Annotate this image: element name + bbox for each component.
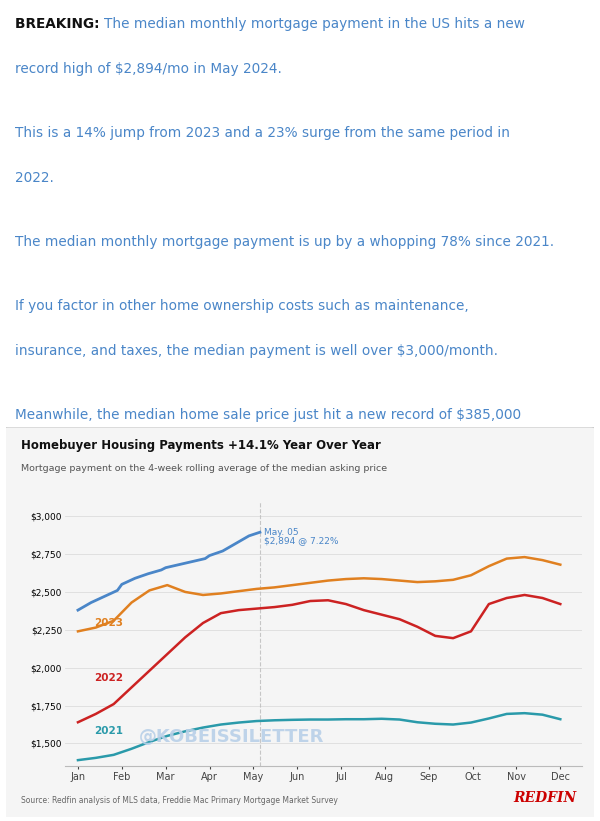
Text: record high of $2,894/mo in May 2024.: record high of $2,894/mo in May 2024. [15,62,282,76]
Text: insurance, and taxes, the median payment is well over $3,000/month.: insurance, and taxes, the median payment… [15,344,498,358]
Text: The median monthly mortgage payment in the US hits a new: The median monthly mortgage payment in t… [104,17,525,31]
Text: 2022.: 2022. [15,171,54,185]
FancyBboxPatch shape [0,427,599,819]
Text: Source: Redfin analysis of MLS data, Freddie Mac Primary Mortgage Market Survey: Source: Redfin analysis of MLS data, Fre… [21,796,338,805]
Text: Meanwhile, the median home sale price just hit a new record of $385,000: Meanwhile, the median home sale price ju… [15,408,521,422]
Text: The median monthly mortgage payment is up by a whopping 78% since 2021.: The median monthly mortgage payment is u… [15,235,554,249]
Text: Mortgage payment on the 4-week rolling average of the median asking price: Mortgage payment on the 4-week rolling a… [21,464,387,473]
Text: This is a 14% jump from 2023 and a 23% surge from the same period in: This is a 14% jump from 2023 and a 23% s… [15,126,510,140]
Text: If you factor in other home ownership costs such as maintenance,: If you factor in other home ownership co… [15,299,469,313]
Text: Homebuyer Housing Payments +14.1% Year Over Year: Homebuyer Housing Payments +14.1% Year O… [21,438,380,452]
Text: BREAKING:: BREAKING: [15,17,104,31]
Text: Buying a home has never been less affordable.: Buying a home has never been less afford… [15,516,338,530]
Text: in May, according to Redfin.: in May, according to Redfin. [15,452,206,466]
Text: REDFIN: REDFIN [513,791,577,805]
